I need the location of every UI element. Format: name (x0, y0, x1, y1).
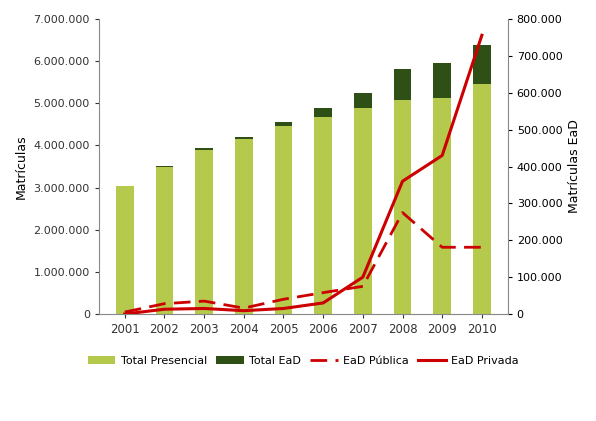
Bar (354, 108, 372, 314)
Bar (393, 69, 411, 100)
Y-axis label: Matrículas: Matrículas (15, 134, 28, 199)
Bar (473, 84, 491, 314)
Bar (275, 126, 293, 314)
Bar (156, 165, 173, 168)
Bar (235, 138, 253, 139)
Bar (195, 148, 213, 150)
Bar (235, 139, 253, 314)
Y-axis label: Matrículas EaD: Matrículas EaD (568, 120, 581, 213)
Bar (433, 63, 451, 99)
Bar (473, 45, 491, 84)
Bar (433, 99, 451, 314)
Bar (156, 168, 173, 314)
Bar (354, 93, 372, 108)
Bar (116, 187, 134, 314)
Legend: Total Presencial, Total EaD, EaD Pública, EaD Privada: Total Presencial, Total EaD, EaD Pública… (83, 352, 523, 370)
Bar (393, 100, 411, 314)
Bar (314, 117, 332, 314)
Bar (314, 108, 332, 117)
Bar (275, 122, 293, 126)
Bar (195, 150, 213, 314)
